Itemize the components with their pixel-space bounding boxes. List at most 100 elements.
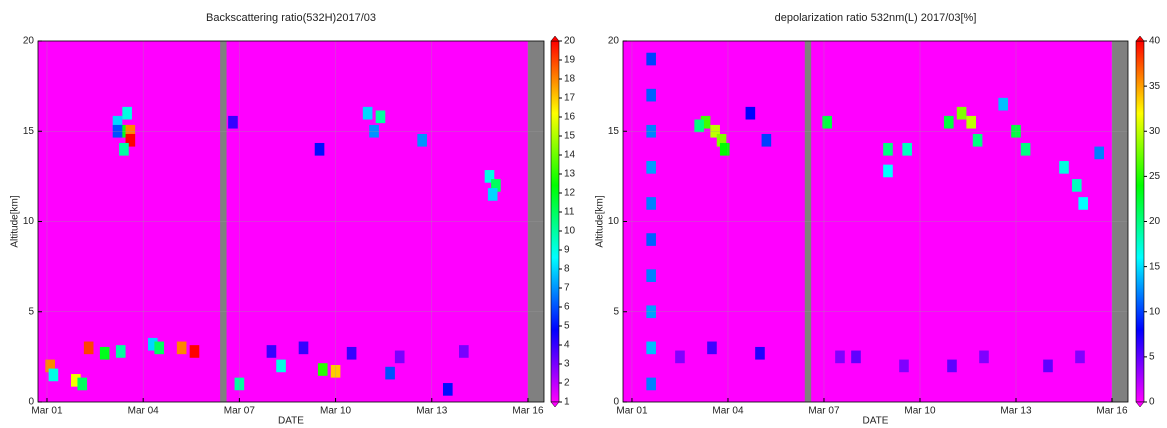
heatmap-cell: [646, 377, 656, 391]
heatmap-cell: [298, 341, 309, 355]
x-tick-label: Mar 10: [904, 406, 936, 417]
colorbar-tick-label: 9: [564, 245, 570, 256]
y-axis-label: Altitude[km]: [10, 195, 21, 247]
colorbar-tick-label: 20: [1149, 216, 1161, 227]
heatmap-cell: [883, 142, 893, 156]
colorbar-tick-label: 7: [564, 283, 570, 294]
colorbar-tick-label: 25: [1149, 171, 1161, 182]
heatmap-cell: [125, 133, 136, 147]
heatmap-cell: [883, 164, 893, 178]
colorbar-tick-label: 2: [564, 378, 570, 389]
x-tick-label: Mar 01: [31, 406, 63, 417]
colorbar-tick-label: 6: [564, 302, 570, 313]
heatmap-cell: [646, 269, 656, 282]
heatmap-cell: [822, 115, 832, 129]
x-tick-label: Mar 13: [1000, 406, 1032, 417]
heatmap-cell: [1071, 179, 1082, 192]
y-tick-label: 15: [23, 126, 35, 137]
heatmap-cell: [947, 359, 957, 373]
heatmap-cell: [694, 119, 704, 133]
heatmap-cell: [119, 142, 129, 156]
heatmap-cell: [902, 142, 912, 156]
heatmap-cell: [99, 346, 110, 360]
heatmap-cell: [998, 97, 1008, 111]
colorbar: [550, 40, 560, 403]
heatmap-cell: [176, 341, 187, 355]
y-tick-label: 10: [608, 216, 620, 227]
heatmap-cell: [646, 233, 656, 246]
heatmap-cell: [646, 341, 656, 355]
heatmap-cell: [385, 366, 395, 380]
heatmap-cell: [266, 345, 277, 358]
heatmap-cell: [77, 377, 88, 391]
y-tick-label: 15: [608, 126, 620, 137]
y-tick-label: 5: [28, 306, 34, 317]
heatmap-cell: [71, 374, 81, 387]
plot-frame: [37, 40, 545, 403]
heatmap-cell: [417, 133, 427, 147]
colorbar-tick-label: 4: [564, 340, 570, 351]
colorbar-tick-label: 0: [1149, 397, 1155, 408]
colorbar-tick-label: 30: [1149, 126, 1161, 137]
heatmap-cell: [228, 115, 238, 129]
y-tick-label: 10: [23, 216, 35, 227]
heatmap-cell: [646, 88, 656, 102]
x-tick-label: Mar 16: [512, 406, 544, 417]
heatmap-cell: [189, 345, 200, 358]
heatmap-cell: [1059, 161, 1069, 174]
heatmap-cell: [646, 197, 656, 210]
heatmap-cell: [317, 363, 328, 376]
colorbar-cap: [1135, 35, 1145, 42]
plot-frame: [622, 40, 1129, 403]
heatmap-cell: [394, 350, 405, 364]
colorbar-cap: [550, 401, 560, 408]
chart-title: Backscattering ratio(532H)2017/03: [206, 12, 376, 24]
colorbar-cap: [550, 35, 560, 42]
colorbar-tick-label: 19: [564, 55, 576, 66]
heatmap-cell: [972, 133, 983, 147]
colorbar-tick-label: 16: [564, 112, 576, 123]
heatmap-cell: [761, 133, 772, 147]
heatmap-cell: [276, 359, 286, 373]
heatmap-cell: [755, 346, 765, 360]
colorbar-tick-label: 15: [564, 131, 576, 142]
heatmap-cell: [314, 142, 325, 156]
colorbar-tick-label: 35: [1149, 81, 1161, 92]
x-axis-label: DATE: [863, 416, 889, 427]
x-tick-label: Mar 01: [616, 406, 648, 417]
colorbar-tick-label: 13: [564, 169, 576, 180]
y-tick-label: 0: [28, 397, 34, 408]
colorbar-tick-label: 11: [564, 207, 575, 218]
colorbar-cap: [1135, 401, 1145, 408]
y-tick-label: 20: [23, 36, 35, 47]
colorbar: [1135, 40, 1145, 403]
heatmap-cell: [716, 133, 727, 147]
colorbar-tick-label: 17: [564, 93, 576, 104]
x-tick-label: Mar 13: [416, 406, 448, 417]
heatmap-cell: [966, 115, 976, 129]
heatmap-cell: [1020, 142, 1031, 156]
colorbar-tick-label: 12: [564, 188, 576, 199]
y-tick-label: 0: [613, 397, 619, 408]
y-tick-label: 5: [613, 306, 619, 317]
heatmap-cell: [154, 341, 165, 355]
heatmap-cell: [1078, 197, 1088, 210]
heatmap-cell: [375, 110, 386, 124]
colorbar-tick-label: 15: [1149, 261, 1161, 272]
x-tick-label: Mar 04: [712, 406, 744, 417]
heatmap-cell: [1075, 350, 1085, 364]
heatmap-cell: [675, 350, 685, 364]
colorbar-tick-label: 10: [564, 226, 576, 237]
heatmap-cell: [48, 368, 59, 382]
x-tick-label: Mar 07: [224, 406, 256, 417]
heatmap-cell: [956, 106, 967, 120]
colorbar-tick-label: 40: [1149, 36, 1161, 47]
heatmap-cell: [115, 345, 126, 358]
colorbar-tick-label: 8: [564, 264, 570, 275]
colorbar-tick-label: 20: [564, 36, 576, 47]
heatmap-cell: [487, 188, 498, 201]
colorbar-tick-label: 10: [1149, 306, 1161, 317]
heatmap-cell: [484, 170, 495, 183]
heatmap-cell: [646, 161, 656, 174]
